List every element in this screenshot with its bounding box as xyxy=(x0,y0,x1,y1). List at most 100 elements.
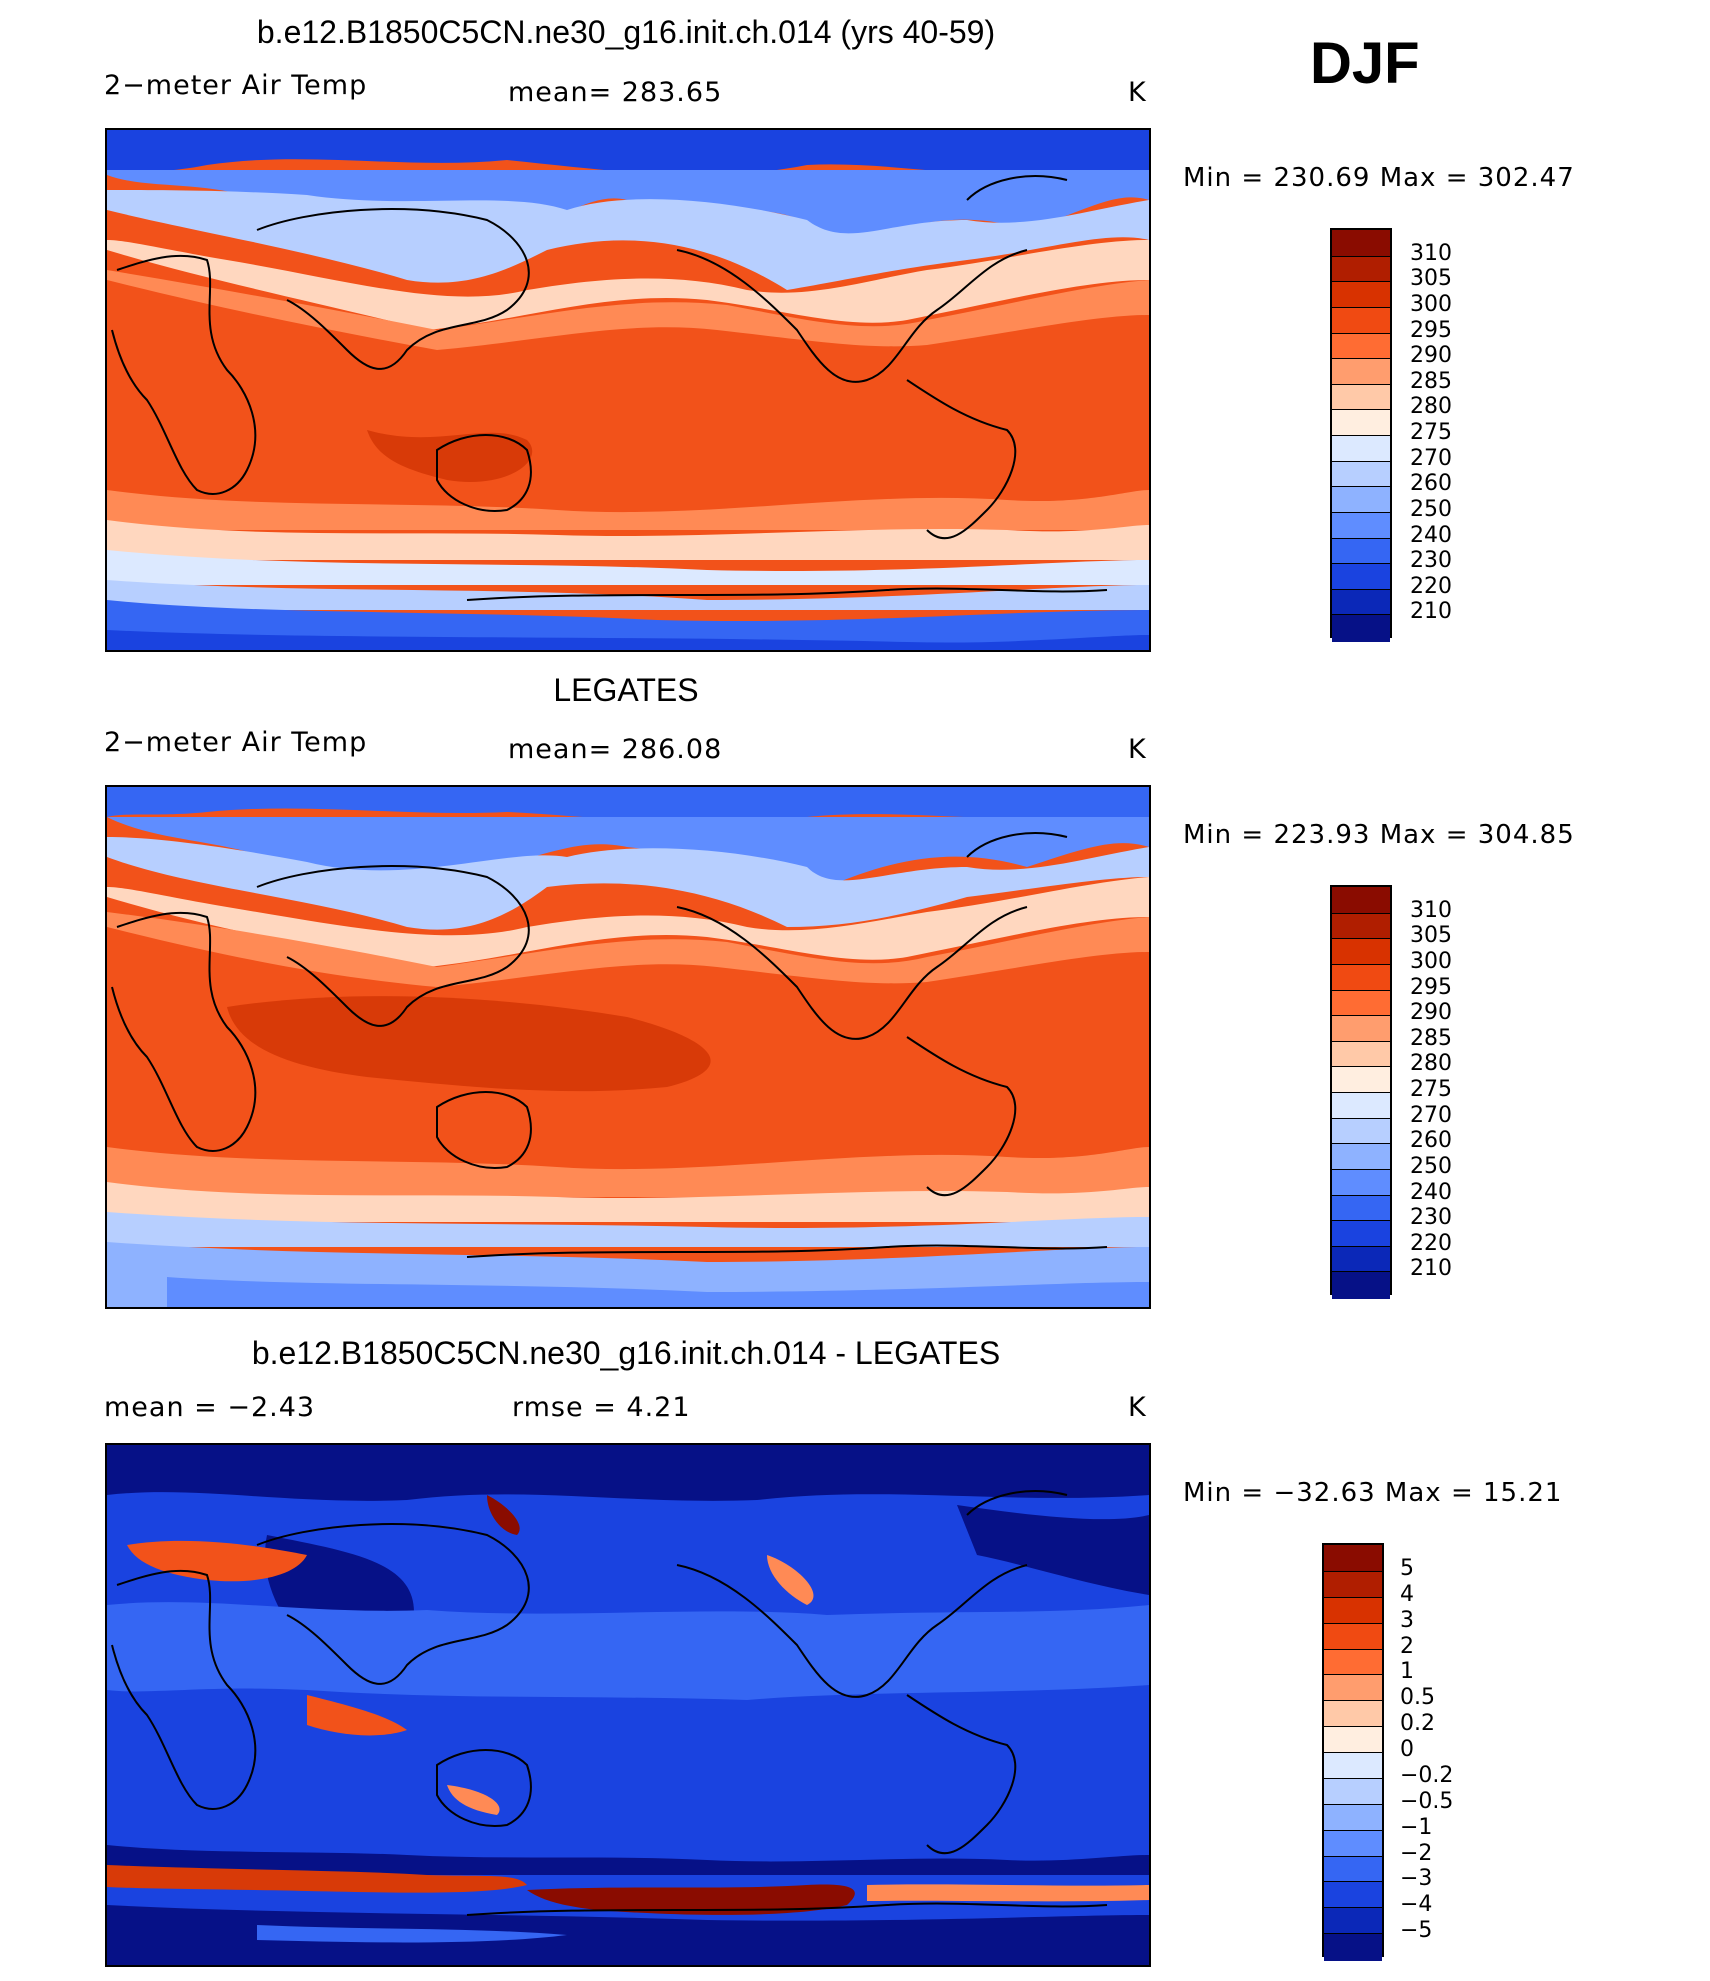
colorbar-label: 220 xyxy=(1410,1230,1452,1256)
panel-3-mean: mean = −2.43 xyxy=(104,1392,316,1423)
colorbar-swatch xyxy=(1332,1117,1390,1145)
colorbar-label: 2 xyxy=(1400,1633,1414,1659)
colorbar-label: −0.2 xyxy=(1400,1762,1454,1788)
colorbar-swatch xyxy=(1332,306,1390,334)
colorbar-label: 5 xyxy=(1400,1555,1414,1581)
colorbar-label: 4 xyxy=(1400,1581,1414,1607)
colorbar-label: 260 xyxy=(1410,1128,1452,1154)
colorbar-label: −2 xyxy=(1400,1840,1433,1866)
colorbar-swatch xyxy=(1332,1194,1390,1222)
colorbar-label: 280 xyxy=(1410,1051,1452,1077)
colorbar-swatch xyxy=(1332,1245,1390,1273)
colorbar-label: 250 xyxy=(1410,1153,1452,1179)
colorbar-label: 0.5 xyxy=(1400,1685,1435,1711)
colorbar-label: 310 xyxy=(1410,240,1452,266)
panel-1-mean: mean= 283.65 xyxy=(508,77,723,108)
colorbar-label: 0 xyxy=(1400,1737,1414,1762)
colorbar-swatch xyxy=(1332,1015,1390,1043)
colorbar-swatch xyxy=(1324,1803,1382,1832)
colorbar-label: −3 xyxy=(1400,1866,1433,1892)
colorbar-swatch xyxy=(1324,1700,1382,1728)
colorbar-label: 1 xyxy=(1400,1659,1414,1685)
colorbar-label: 270 xyxy=(1410,1102,1452,1128)
colorbar-label: 295 xyxy=(1410,974,1452,1000)
colorbar-swatch xyxy=(1332,1066,1390,1094)
colorbar-swatch xyxy=(1332,614,1390,642)
colorbar-swatch xyxy=(1324,1829,1382,1857)
colorbar-swatch xyxy=(1332,230,1390,257)
colorbar-label: 270 xyxy=(1410,445,1452,471)
colorbar-label: 230 xyxy=(1410,548,1452,574)
colorbar-swatch xyxy=(1332,963,1390,991)
colorbar-swatch xyxy=(1332,938,1390,966)
colorbar-swatch xyxy=(1324,1881,1382,1909)
colorbar-swatch xyxy=(1332,1092,1390,1120)
colorbar-label: 285 xyxy=(1410,1025,1452,1051)
colorbar-swatch xyxy=(1332,912,1390,940)
colorbar-label: 290 xyxy=(1410,343,1452,369)
colorbar-swatch xyxy=(1332,887,1390,914)
panel-1-colorbar: 310 305 300 295 290 285 280 275 270 260 250 240 230 2… xyxy=(1330,228,1452,642)
colorbar-swatch xyxy=(1324,1907,1382,1935)
panel-3-title: b.e12.B1850C5CN.ne30_g16.init.ch.014 - L… xyxy=(251,1335,1001,1371)
panel-1-title: b.e12.B1850C5CN.ne30_g16.init.ch.014 (yr… xyxy=(256,14,996,50)
colorbar-label: 305 xyxy=(1410,266,1452,292)
colorbar-swatch xyxy=(1332,358,1390,386)
colorbar-swatch xyxy=(1332,1271,1390,1299)
panel-2-title: LEGATES xyxy=(553,672,699,708)
panel-1-map-svg xyxy=(107,130,1149,650)
colorbar-swatch xyxy=(1332,511,1390,539)
colorbar-swatch xyxy=(1332,332,1390,360)
colorbar-swatch xyxy=(1332,1220,1390,1248)
colorbar-label: 250 xyxy=(1410,496,1452,522)
colorbar-swatch xyxy=(1324,1545,1382,1572)
colorbar-label: 310 xyxy=(1410,897,1452,923)
season-label: DJF xyxy=(1310,31,1420,96)
panel-2-units: K xyxy=(1128,734,1147,765)
panel-2-map xyxy=(105,785,1151,1309)
colorbar-label: −0.5 xyxy=(1400,1788,1454,1814)
panel-3-rmse: rmse = 4.21 xyxy=(512,1392,691,1423)
panel-2-colorbar: 310 305 300 295 290 285 280 275 270 260 250 240 230 2… xyxy=(1330,885,1452,1299)
panel-3-map xyxy=(105,1443,1151,1967)
colorbar-swatch xyxy=(1332,588,1390,616)
colorbar-swatch xyxy=(1332,435,1390,463)
colorbar-label: −1 xyxy=(1400,1814,1433,1840)
colorbar-swatch xyxy=(1332,409,1390,437)
panel-3-units: K xyxy=(1128,1392,1147,1423)
panel-3-map-svg xyxy=(107,1445,1149,1965)
colorbar-swatch xyxy=(1324,1648,1382,1676)
panel-2-variable-label: 2−meter Air Temp xyxy=(104,727,368,758)
colorbar-swatch xyxy=(1324,1622,1382,1650)
colorbar-swatch xyxy=(1324,1596,1382,1625)
colorbar-swatch xyxy=(1332,989,1390,1017)
panel-1-units: K xyxy=(1128,77,1147,108)
colorbar-swatch xyxy=(1332,255,1390,283)
colorbar-boxes xyxy=(1330,885,1392,1299)
colorbar-label: 305 xyxy=(1410,923,1452,949)
panel-3-minmax: Min = −32.63 Max = 15.21 xyxy=(1183,1478,1563,1508)
colorbar-label: 220 xyxy=(1410,573,1452,599)
colorbar-label: 3 xyxy=(1400,1607,1414,1633)
colorbar-label: 290 xyxy=(1410,1000,1452,1026)
colorbar-label: 0.2 xyxy=(1400,1711,1435,1737)
colorbar-swatch xyxy=(1324,1726,1382,1754)
panel-1-minmax: Min = 230.69 Max = 302.47 xyxy=(1183,163,1575,193)
colorbar-label: −5 xyxy=(1400,1918,1433,1944)
colorbar-swatch xyxy=(1324,1933,1382,1961)
colorbar-label: 285 xyxy=(1410,368,1452,394)
panel-1-map xyxy=(105,128,1151,652)
colorbar-label: 295 xyxy=(1410,317,1452,343)
colorbar-swatch xyxy=(1332,1040,1390,1068)
colorbar-swatch xyxy=(1332,383,1390,411)
colorbar-label: 240 xyxy=(1410,1179,1452,1205)
colorbar-label: 300 xyxy=(1410,291,1452,317)
colorbar-swatch xyxy=(1332,1143,1390,1171)
colorbar-label: 280 xyxy=(1410,394,1452,420)
colorbar-swatch xyxy=(1324,1570,1382,1599)
colorbar-label: 240 xyxy=(1410,522,1452,548)
panel-2-mean: mean= 286.08 xyxy=(508,734,723,765)
panel-2-minmax: Min = 223.93 Max = 304.85 xyxy=(1183,820,1575,850)
colorbar-swatch xyxy=(1332,486,1390,514)
panel-1-variable-label: 2−meter Air Temp xyxy=(104,70,368,101)
